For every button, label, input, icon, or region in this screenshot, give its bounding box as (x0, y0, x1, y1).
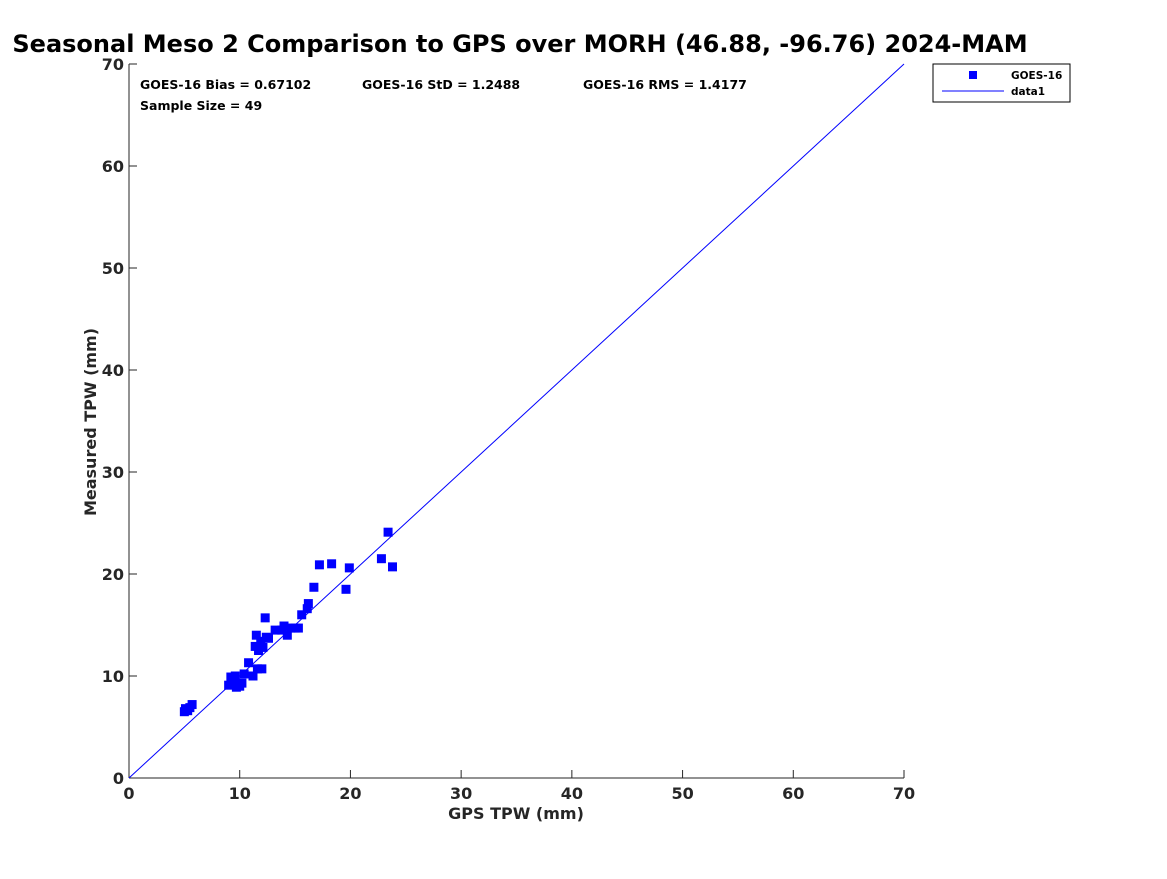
data-point-goes16 (309, 582, 319, 592)
data-point-goes16 (297, 610, 307, 620)
legend-label-goes16: GOES-16 (1011, 70, 1062, 82)
data-point-goes16 (383, 527, 393, 537)
x-tick-label: 20 (339, 784, 361, 803)
data-point-goes16 (270, 625, 280, 635)
data-point-goes16 (264, 633, 273, 643)
bias-annotation: GOES-16 Bias = 0.67102 (140, 77, 311, 92)
y-tick-label: 20 (102, 565, 124, 584)
data-point-goes16 (187, 700, 197, 710)
data-point-goes16 (258, 642, 268, 652)
y-axis-label: Measured TPW (mm) (81, 328, 100, 516)
data-point-goes16 (314, 560, 324, 570)
data-point-goes16 (279, 621, 289, 631)
x-tick-label: 70 (893, 784, 915, 803)
x-tick-label: 30 (450, 784, 472, 803)
x-tick-label: 50 (671, 784, 693, 803)
data-point-goes16 (303, 599, 313, 609)
data-point-goes16 (302, 604, 312, 614)
y-tick-label: 0 (113, 769, 124, 788)
legend: GOES-16 data1 (932, 63, 1071, 103)
y-tick-label: 40 (102, 361, 124, 380)
data-point-goes16 (248, 671, 258, 681)
data-point-goes16 (257, 664, 267, 674)
data-point-goes16 (251, 630, 261, 640)
data-point-goes16 (244, 658, 254, 668)
y-tick-label: 10 (102, 667, 124, 686)
data-point-goes16 (239, 669, 249, 679)
data-point-goes16 (282, 630, 292, 640)
data-point-goes16 (344, 563, 354, 573)
data-point-goes16 (230, 671, 240, 681)
legend-marker-goes16 (969, 71, 977, 79)
data-point-goes16 (327, 559, 337, 569)
x-tick-label: 10 (229, 784, 251, 803)
std-annotation: GOES-16 StD = 1.2488 (362, 77, 520, 92)
data-point-goes16 (376, 554, 386, 564)
series-line-data1 (128, 63, 905, 779)
y-tick-label: 50 (102, 259, 124, 278)
data-point-goes16 (341, 584, 351, 594)
legend-box (932, 63, 1071, 103)
plot-area: 0 10 20 30 40 50 60 70 0 10 20 30 40 50 60 70 (102, 55, 915, 803)
data-point-goes16 (260, 613, 270, 623)
legend-label-data1: data1 (1011, 86, 1045, 98)
y-tick-label: 30 (102, 463, 124, 482)
x-tick-label: 0 (123, 784, 134, 803)
data-point-goes16 (256, 636, 266, 646)
sample-size-annotation: Sample Size = 49 (140, 98, 262, 113)
rms-annotation: GOES-16 RMS = 1.4177 (583, 77, 747, 92)
y-tick-label: 60 (102, 157, 124, 176)
data-point-goes16 (388, 562, 397, 572)
chart-title: Seasonal Meso 2 Comparison to GPS over M… (12, 30, 1027, 58)
x-tick-label: 60 (782, 784, 804, 803)
x-axis-label: GPS TPW (mm) (448, 804, 584, 823)
data-point-goes16 (237, 678, 247, 688)
data-point-goes16 (293, 623, 303, 633)
y-tick-label: 70 (102, 55, 124, 74)
x-tick-label: 40 (561, 784, 583, 803)
